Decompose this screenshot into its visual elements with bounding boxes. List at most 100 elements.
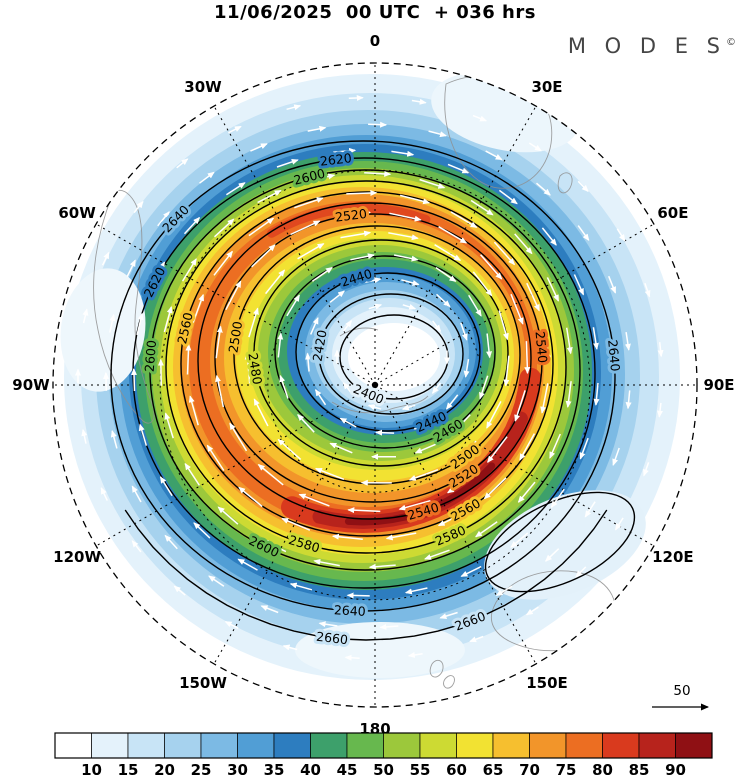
wind-arrow [528,142,542,152]
wind-arrow [514,390,526,422]
contour-label: 2640 [334,602,367,619]
wind-arrow [133,200,144,214]
wind-arrow [192,293,204,324]
wind-arrow [173,585,186,596]
wind-arrow [536,182,551,196]
wind-arrow [517,481,536,503]
colorbar-cell [383,732,421,759]
contour-line-2520 [214,213,532,503]
wind-arrow [294,197,324,209]
wind-arrow [460,322,468,341]
wind-arrow [261,539,287,553]
colorbar-label: 55 [410,761,431,779]
wind-arrow [385,532,417,541]
wind-arrow [331,533,363,541]
colorbar-cell [200,732,238,759]
modes-logo-text: M O D E S [567,34,726,58]
wind-arrow [503,355,510,387]
wind-arrow [541,227,557,246]
wind-arrow [362,277,382,284]
wind-arrow [434,244,462,261]
wind-arrow [238,486,263,508]
colorbar-label: 45 [337,761,358,779]
wind-arrow [486,333,493,359]
wind-arrow [338,210,371,217]
colorbar-cell [54,732,92,759]
wind-arrow [411,98,427,105]
wind-arrow [550,488,565,509]
coastline [557,172,573,194]
wind-arrow [110,430,118,449]
wind-arrow [282,644,298,651]
wind-arrow [510,532,529,548]
contour-label: 2500 [225,320,245,354]
wind-arrow [414,442,438,454]
wind-arrow [544,331,551,363]
colorbar-label: 15 [118,761,139,779]
wind-arrow [487,436,508,463]
wind-arrow [344,654,360,661]
wind-arrow [463,358,470,378]
modes-logo: M O D E S© [568,34,736,58]
colorbar-cell [346,732,384,759]
wind-arrow [407,652,423,658]
colorbar-label: 85 [629,761,650,779]
colorbar-label: 60 [446,761,467,779]
wind-arrow [340,230,372,239]
wind-arrow [480,254,503,280]
wind-arrow [130,368,137,392]
colorbar-label: 10 [81,761,102,779]
wind-arrow [290,220,321,236]
wind-arrow [485,150,503,161]
colorbar-cell [237,732,275,759]
wind-arrow [298,493,330,507]
wind-arrow [519,433,536,461]
wind-arrow [286,294,300,317]
wind-arrow [447,163,470,174]
wind-arrow [468,294,482,317]
wind-arrow [579,437,589,460]
contour-lines [110,140,636,641]
wind-arrow [281,517,311,531]
contour-line-2660 [484,491,636,593]
wind-arrow [431,382,441,394]
wind-arrow [228,125,242,134]
longitude-label: 30W [184,78,222,96]
wind-arrow [577,225,590,242]
colorbar-label: 75 [556,761,577,779]
wind-arrow [185,343,192,375]
wind-arrow [612,447,620,466]
pole-marker [371,381,379,389]
colorbar-label: 80 [592,761,613,779]
wind-arrow [314,467,345,481]
longitude-label: 60W [58,204,96,222]
wind-arrow [248,217,275,237]
wind-arrow [314,388,327,406]
wind-arrow [573,274,585,296]
wind-arrow [277,438,302,460]
wind-arrow [368,563,396,570]
longitude-label: 30E [531,78,562,96]
wind-arrow [450,211,478,229]
wind-arrow [469,635,484,643]
wind-arrow [514,233,533,255]
wind-arrow [81,428,88,444]
latitude-circle [159,169,591,601]
wind-arrow [342,382,352,394]
wind-arrow [343,320,353,332]
wind-arrow [608,275,617,294]
wind-arrow [470,199,494,216]
wind-arrow [657,342,664,358]
colorbar-label: 40 [300,761,321,779]
wind-arrow [329,290,345,303]
colorbar: 10 15 20 25 30 35 40 45 50 55 60 65 70 75 80 85 90 [54,732,713,779]
wind-arrow [101,251,110,266]
wind-arrow [644,283,651,298]
wind-arrow [257,463,284,486]
wind-arrow [524,341,531,375]
longitude-label: 120W [53,548,101,566]
wind-arrow [184,462,201,486]
wind-arrow [188,395,199,426]
light-wind-patch [295,622,465,678]
wind-arrow [276,158,299,168]
